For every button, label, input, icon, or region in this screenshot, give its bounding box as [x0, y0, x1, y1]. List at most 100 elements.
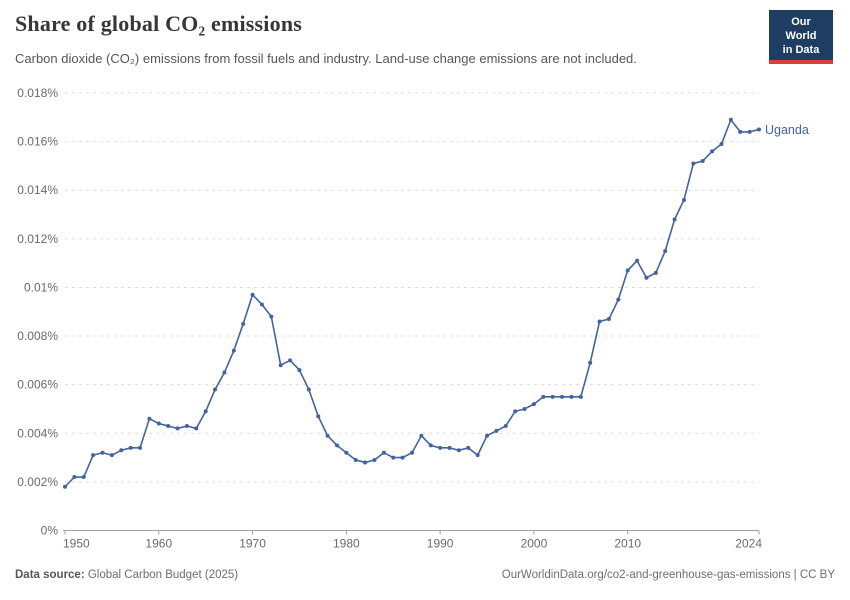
- data-point[interactable]: [578, 394, 583, 399]
- data-point[interactable]: [456, 448, 461, 453]
- data-point[interactable]: [100, 450, 105, 455]
- data-point[interactable]: [306, 387, 311, 392]
- data-point[interactable]: [700, 159, 705, 164]
- data-point[interactable]: [485, 433, 490, 438]
- data-point[interactable]: [353, 458, 358, 463]
- data-point[interactable]: [588, 360, 593, 365]
- y-tick-label: 0.016%: [17, 135, 58, 149]
- data-point[interactable]: [250, 292, 255, 297]
- footer-citation-link[interactable]: OurWorldinData.org/co2-and-greenhouse-ga…: [501, 569, 835, 581]
- data-source: Data source: Global Carbon Budget (2025): [15, 569, 238, 581]
- data-point[interactable]: [325, 433, 330, 438]
- data-point[interactable]: [522, 406, 527, 411]
- data-point[interactable]: [138, 445, 143, 450]
- owid-logo[interactable]: Our World in Data: [769, 10, 833, 65]
- data-point[interactable]: [259, 302, 264, 307]
- data-point[interactable]: [560, 394, 565, 399]
- data-point[interactable]: [400, 455, 405, 460]
- data-point[interactable]: [91, 453, 96, 458]
- data-point[interactable]: [625, 268, 630, 273]
- series-label-uganda[interactable]: Uganda: [765, 123, 809, 137]
- data-point[interactable]: [381, 450, 386, 455]
- x-tick-label: 2024: [735, 537, 762, 551]
- data-point[interactable]: [147, 416, 152, 421]
- data-point[interactable]: [475, 453, 480, 458]
- data-point[interactable]: [541, 394, 546, 399]
- data-point[interactable]: [391, 455, 396, 460]
- data-point[interactable]: [728, 117, 733, 122]
- data-point[interactable]: [184, 423, 189, 428]
- y-tick-label: 0.014%: [17, 183, 58, 197]
- data-point[interactable]: [672, 217, 677, 222]
- data-point[interactable]: [428, 443, 433, 448]
- data-point[interactable]: [747, 129, 752, 134]
- data-point[interactable]: [128, 445, 133, 450]
- data-point[interactable]: [81, 475, 86, 480]
- data-point[interactable]: [438, 445, 443, 450]
- data-point[interactable]: [288, 358, 293, 363]
- data-point[interactable]: [231, 348, 236, 353]
- y-tick-label: 0.004%: [17, 426, 58, 440]
- data-point[interactable]: [119, 448, 124, 453]
- y-tick-label: 0.018%: [17, 86, 58, 100]
- data-point[interactable]: [513, 409, 518, 414]
- data-point[interactable]: [175, 426, 180, 431]
- data-point[interactable]: [72, 475, 77, 480]
- data-point[interactable]: [166, 423, 171, 428]
- data-point[interactable]: [410, 450, 414, 455]
- data-point[interactable]: [297, 368, 302, 373]
- data-point[interactable]: [278, 363, 283, 368]
- chart-subtitle: Carbon dioxide (CO₂) emissions from foss…: [15, 51, 637, 66]
- data-point[interactable]: [363, 460, 368, 465]
- data-point[interactable]: [606, 317, 611, 322]
- x-tick-label: 1970: [239, 537, 266, 551]
- data-point[interactable]: [503, 423, 508, 428]
- data-point[interactable]: [635, 258, 640, 263]
- data-point[interactable]: [213, 387, 218, 392]
- data-point[interactable]: [63, 484, 67, 489]
- data-point[interactable]: [653, 270, 658, 275]
- data-point[interactable]: [691, 161, 696, 166]
- data-source-label: Data source:: [15, 569, 85, 581]
- data-point[interactable]: [494, 428, 499, 433]
- data-point[interactable]: [447, 445, 452, 450]
- data-point[interactable]: [710, 149, 715, 154]
- data-point[interactable]: [597, 319, 602, 324]
- data-point[interactable]: [738, 129, 743, 134]
- data-point[interactable]: [222, 370, 227, 375]
- data-point[interactable]: [681, 197, 686, 202]
- data-point[interactable]: [156, 421, 161, 426]
- data-point[interactable]: [550, 394, 555, 399]
- data-point[interactable]: [616, 297, 621, 302]
- data-point[interactable]: [344, 450, 349, 455]
- data-point[interactable]: [719, 142, 724, 147]
- owid-logo-line1: Our World: [785, 16, 817, 43]
- x-tick-label: 1960: [145, 537, 172, 551]
- data-point[interactable]: [109, 453, 114, 458]
- data-point[interactable]: [663, 248, 668, 253]
- data-point[interactable]: [194, 426, 199, 431]
- data-point[interactable]: [269, 314, 274, 319]
- data-point[interactable]: [334, 443, 339, 448]
- page-title: Share of global CO₂ emissions: [15, 11, 303, 36]
- data-point[interactable]: [757, 127, 761, 132]
- data-source-value: Global Carbon Budget (2025): [84, 569, 239, 581]
- data-point[interactable]: [203, 409, 208, 414]
- x-tick-label: 1980: [333, 537, 360, 551]
- data-point[interactable]: [316, 414, 321, 419]
- y-tick-label: 0.006%: [17, 378, 58, 392]
- chart-footer: Data source: Global Carbon Budget (2025)…: [15, 569, 835, 581]
- y-tick-label: 0.01%: [24, 280, 58, 294]
- y-tick-label: 0.002%: [17, 475, 58, 489]
- y-tick-label: 0.012%: [17, 232, 58, 246]
- data-point[interactable]: [644, 275, 649, 280]
- x-tick-label: 2010: [614, 537, 641, 551]
- data-point[interactable]: [569, 394, 574, 399]
- data-point[interactable]: [531, 402, 536, 407]
- data-point[interactable]: [372, 458, 377, 463]
- data-point[interactable]: [419, 433, 424, 438]
- data-point[interactable]: [466, 445, 471, 450]
- y-tick-label: 0%: [41, 524, 59, 538]
- data-point[interactable]: [241, 321, 246, 326]
